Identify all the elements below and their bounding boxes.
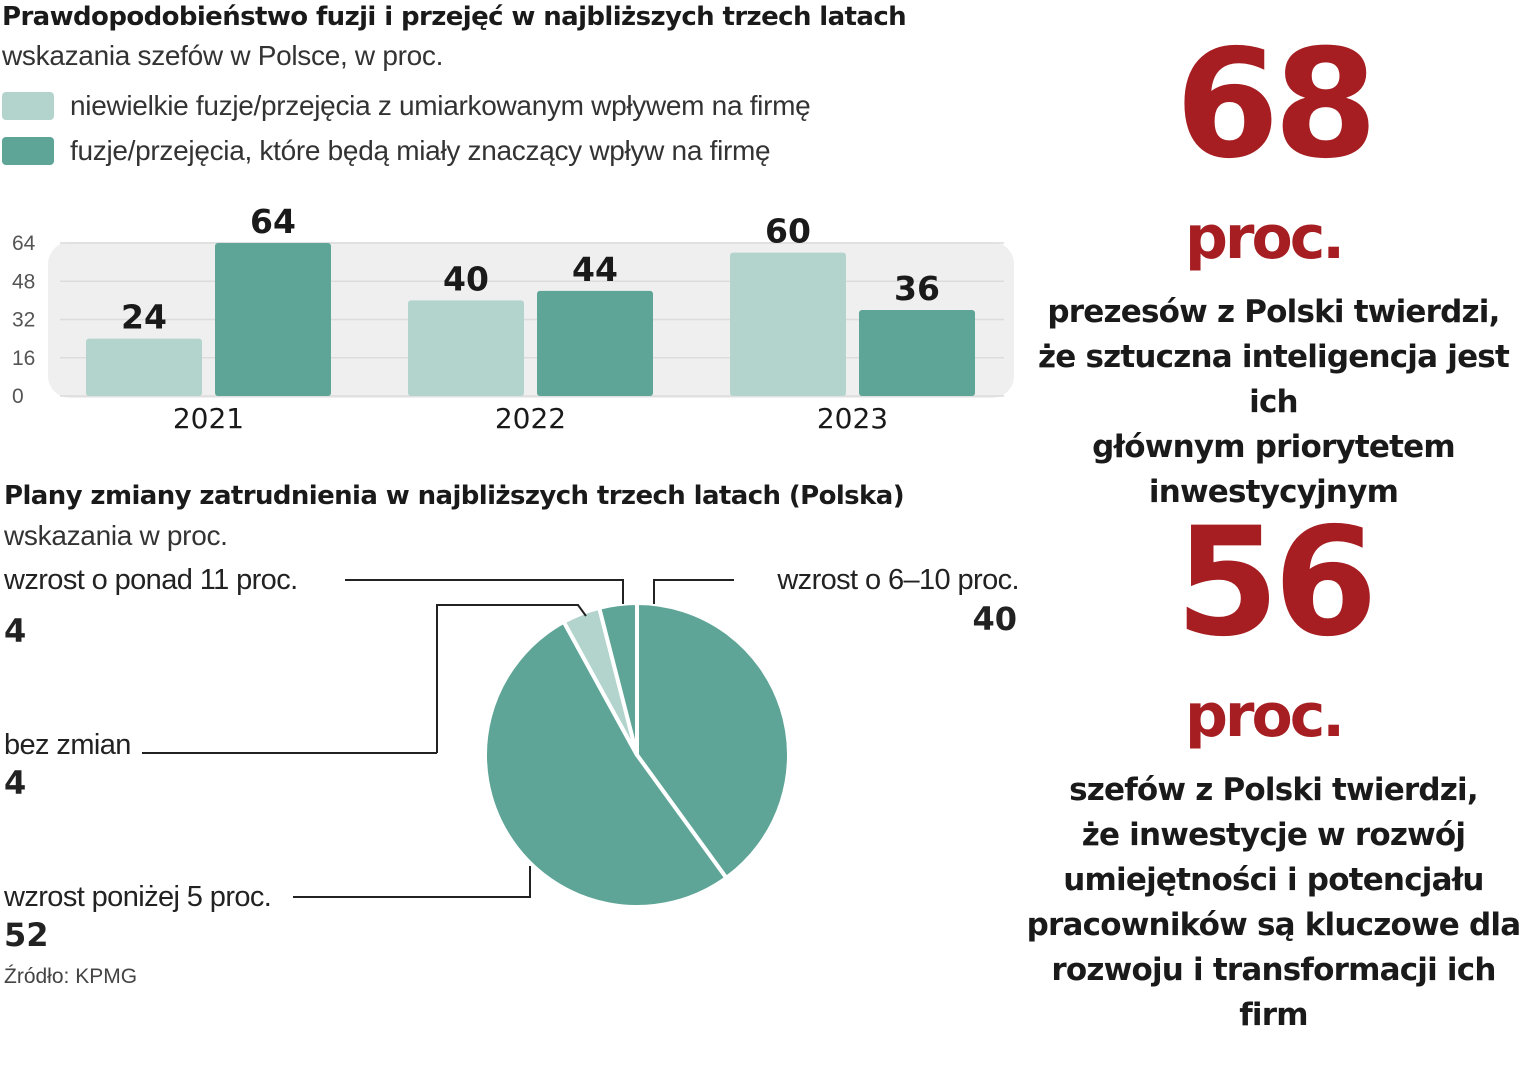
pie-chart-title: Plany zmiany zatrudnienia w najbliższych…: [4, 481, 904, 511]
bar-value-label: 60: [765, 212, 811, 251]
stat-line: głównym priorytetem: [1020, 425, 1527, 470]
pie-value-6-10: 40: [972, 600, 1017, 638]
x-tick-label: 2021: [173, 402, 244, 435]
leader-line: [293, 866, 530, 897]
stat-value: 56: [1020, 508, 1527, 658]
stat-line: pracowników są kluczowe dla: [1020, 903, 1527, 948]
stat-description: szefów z Polski twierdzi, że inwestycje …: [1020, 768, 1527, 1038]
stat-unit: proc.: [1000, 686, 1527, 746]
legend-swatch-light: [2, 92, 54, 120]
stat-line: że inwestycje w rozwój: [1020, 813, 1527, 858]
pie-label-no-change: bez zmian: [4, 729, 131, 762]
bar: [215, 243, 331, 396]
legend-item-major-mergers: fuzje/przejęcia, które będą miały znaczą…: [2, 135, 770, 167]
bar: [408, 300, 524, 396]
y-tick-label: 32: [12, 309, 35, 332]
bar: [730, 253, 846, 396]
bar-chart-title: Prawdopodobieństwo fuzji i przejęć w naj…: [2, 2, 906, 32]
y-tick-label: 0: [12, 385, 24, 408]
legend-swatch-dark: [2, 137, 54, 165]
pie-value-under-5: 52: [4, 916, 49, 954]
legend-label: fuzje/przejęcia, które będą miały znaczą…: [70, 135, 770, 167]
stat-line: prezesów z Polski twierdzi,: [1020, 290, 1527, 335]
x-tick-label: 2022: [495, 402, 566, 435]
y-tick-label: 64: [12, 232, 36, 255]
bar: [537, 291, 653, 396]
bar-value-label: 36: [894, 269, 940, 308]
stat-line: umiejętności i potencjału: [1020, 858, 1527, 903]
stat-value: 68: [1020, 30, 1527, 180]
legend-label: niewielkie fuzje/przejęcia z umiarkowany…: [70, 90, 810, 122]
pie-label-over-11: wzrost o ponad 11 proc.: [4, 564, 298, 597]
pie-chart-subtitle: wskazania w proc.: [4, 520, 228, 552]
bar-value-label: 64: [250, 202, 296, 241]
bar: [86, 339, 202, 396]
stat-ai-priority: 68 proc. prezesów z Polski twierdzi, że …: [1020, 30, 1527, 515]
leader-line: [345, 580, 623, 604]
y-tick-label: 16: [12, 347, 35, 370]
legend-item-small-mergers: niewielkie fuzje/przejęcia z umiarkowany…: [2, 90, 810, 122]
x-tick-label: 2023: [817, 402, 888, 435]
stat-line: szefów z Polski twierdzi,: [1020, 768, 1527, 813]
bar-value-label: 24: [121, 298, 167, 337]
stat-description: prezesów z Polski twierdzi, że sztuczna …: [1020, 290, 1527, 515]
bar: [859, 310, 975, 396]
pie-value-no-change: 4: [4, 764, 26, 802]
bar-chart: 0 16 32 48 64 24 64 2021 40 44 2022 60 36 2023: [0, 190, 1030, 450]
stat-unit: proc.: [1000, 208, 1527, 268]
y-tick-label: 48: [12, 270, 35, 293]
pie-label-under-5: wzrost poniżej 5 proc.: [4, 881, 271, 914]
bar-value-label: 40: [443, 259, 489, 298]
bar-chart-subtitle: wskazania szefów w Polsce, w proc.: [2, 40, 443, 72]
stat-skills-investment: 56 proc. szefów z Polski twierdzi, że in…: [1020, 508, 1527, 1038]
leader-line: [654, 580, 734, 604]
bar-value-label: 44: [572, 250, 618, 289]
pie-label-6-10: wzrost o 6–10 proc.: [777, 564, 1019, 597]
pie-value-over-11: 4: [4, 612, 26, 650]
stat-line: że sztuczna inteligencja jest ich: [1020, 335, 1527, 425]
source-note: Źródło: KPMG: [4, 965, 137, 989]
stat-line: rozwoju i transformacji ich firm: [1020, 948, 1527, 1038]
